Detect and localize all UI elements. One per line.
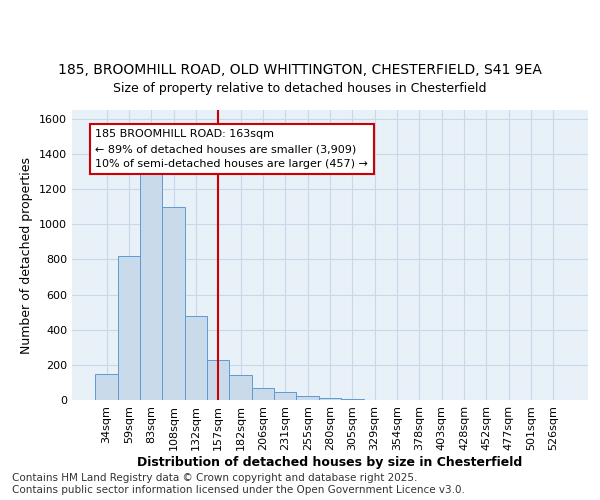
Bar <box>274 392 296 400</box>
Bar <box>252 388 274 400</box>
Bar <box>341 399 364 400</box>
Y-axis label: Number of detached properties: Number of detached properties <box>20 156 34 354</box>
Text: 185, BROOMHILL ROAD, OLD WHITTINGTON, CHESTERFIELD, S41 9EA: 185, BROOMHILL ROAD, OLD WHITTINGTON, CH… <box>58 64 542 78</box>
Bar <box>296 396 319 400</box>
Text: Size of property relative to detached houses in Chesterfield: Size of property relative to detached ho… <box>113 82 487 95</box>
Bar <box>95 374 118 400</box>
Bar <box>207 360 229 400</box>
Text: 185 BROOMHILL ROAD: 163sqm
← 89% of detached houses are smaller (3,909)
10% of s: 185 BROOMHILL ROAD: 163sqm ← 89% of deta… <box>95 130 368 169</box>
Text: Contains HM Land Registry data © Crown copyright and database right 2025.
Contai: Contains HM Land Registry data © Crown c… <box>12 474 465 495</box>
Bar <box>140 172 163 400</box>
X-axis label: Distribution of detached houses by size in Chesterfield: Distribution of detached houses by size … <box>137 456 523 468</box>
Bar <box>118 256 140 400</box>
Bar <box>185 316 207 400</box>
Bar <box>229 376 252 400</box>
Bar <box>319 398 341 400</box>
Bar <box>163 206 185 400</box>
